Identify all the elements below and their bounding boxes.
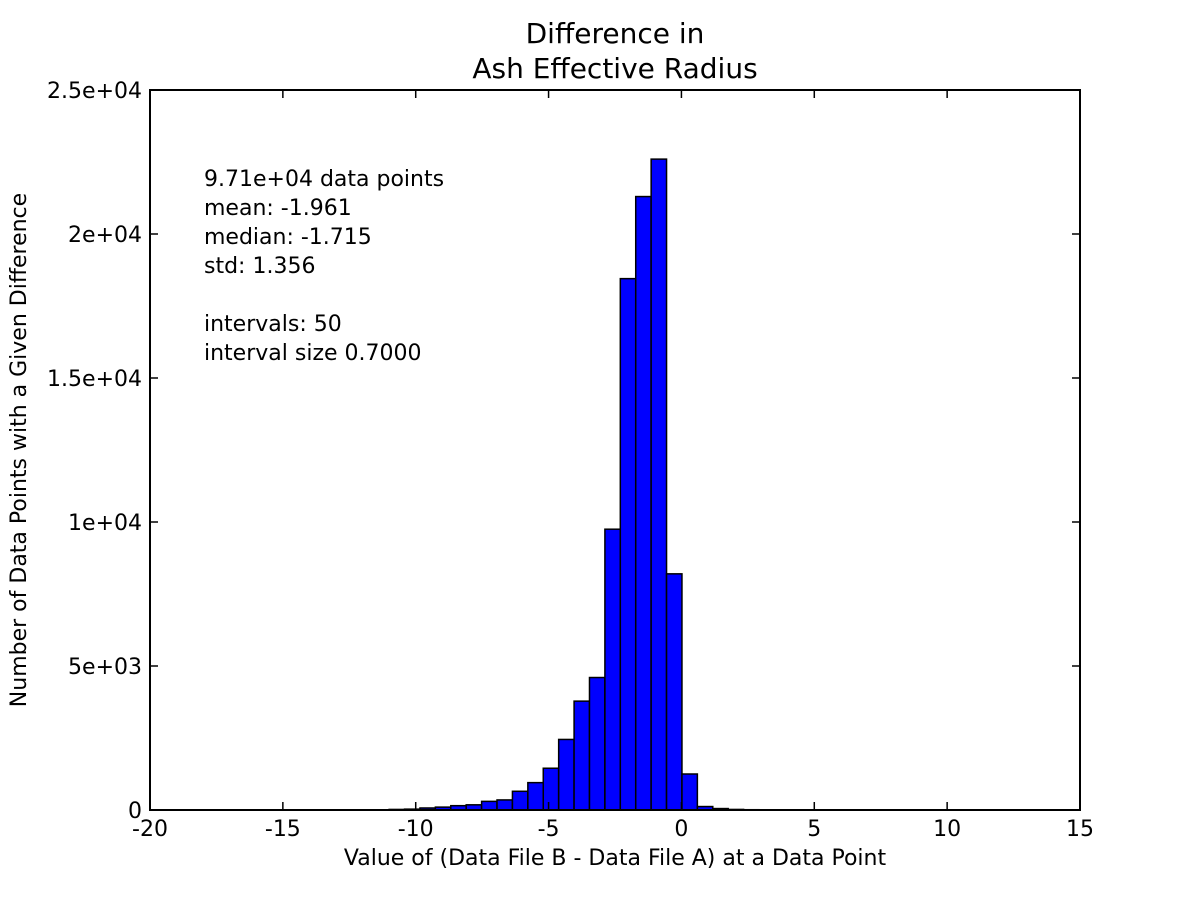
x-axis-label: Value of (Data File B - Data File A) at … xyxy=(344,846,887,871)
histogram-bar-12 xyxy=(574,701,589,810)
y-tick-label-0: 0 xyxy=(128,799,142,824)
y-tick-label-2: 1e+04 xyxy=(68,511,142,536)
y-tick-label-4: 2e+04 xyxy=(68,223,142,248)
histogram-bar-9 xyxy=(528,783,543,810)
histogram-bar-14 xyxy=(605,529,620,810)
y-tick-label-5: 2.5e+04 xyxy=(47,79,142,104)
stat-median: median: -1.715 xyxy=(204,225,372,250)
stats-annotation: 9.71e+04 data points mean: -1.961 median… xyxy=(204,167,444,366)
x-tick-label-1: -15 xyxy=(265,817,301,842)
chart-title-line-2: Ash Effective Radius xyxy=(472,52,757,85)
stat-point-count: 9.71e+04 data points xyxy=(204,167,444,192)
stat-interval-size: interval size 0.7000 xyxy=(204,341,422,366)
histogram-bar-6 xyxy=(482,801,497,810)
x-tick-label-5: 5 xyxy=(807,817,821,842)
y-axis-label: Number of Data Points with a Given Diffe… xyxy=(7,193,32,707)
histogram-bar-11 xyxy=(559,739,574,810)
stat-mean: mean: -1.961 xyxy=(204,196,352,221)
histogram-bar-7 xyxy=(497,800,512,810)
histogram-bar-17 xyxy=(651,159,666,810)
histogram-bar-18 xyxy=(667,574,682,810)
x-tick-label-6: 10 xyxy=(933,817,961,842)
y-tick-label-1: 5e+03 xyxy=(68,655,142,680)
histogram-bar-19 xyxy=(682,774,697,810)
histogram-bar-10 xyxy=(543,768,558,810)
stat-std: std: 1.356 xyxy=(204,254,315,279)
histogram-bar-13 xyxy=(589,678,604,810)
chart-title-line-1: Difference in xyxy=(526,17,705,50)
x-tick-label-2: -10 xyxy=(398,817,434,842)
y-tick-label-3: 1.5e+04 xyxy=(47,367,142,392)
histogram-bar-8 xyxy=(512,791,527,810)
x-tick-label-7: 15 xyxy=(1066,817,1094,842)
bars-group xyxy=(389,159,759,810)
histogram-bar-15 xyxy=(620,279,635,810)
x-tick-label-4: 0 xyxy=(674,817,688,842)
histogram-bar-16 xyxy=(636,197,651,810)
stat-intervals: intervals: 50 xyxy=(204,312,342,337)
x-tick-label-3: -5 xyxy=(538,817,560,842)
